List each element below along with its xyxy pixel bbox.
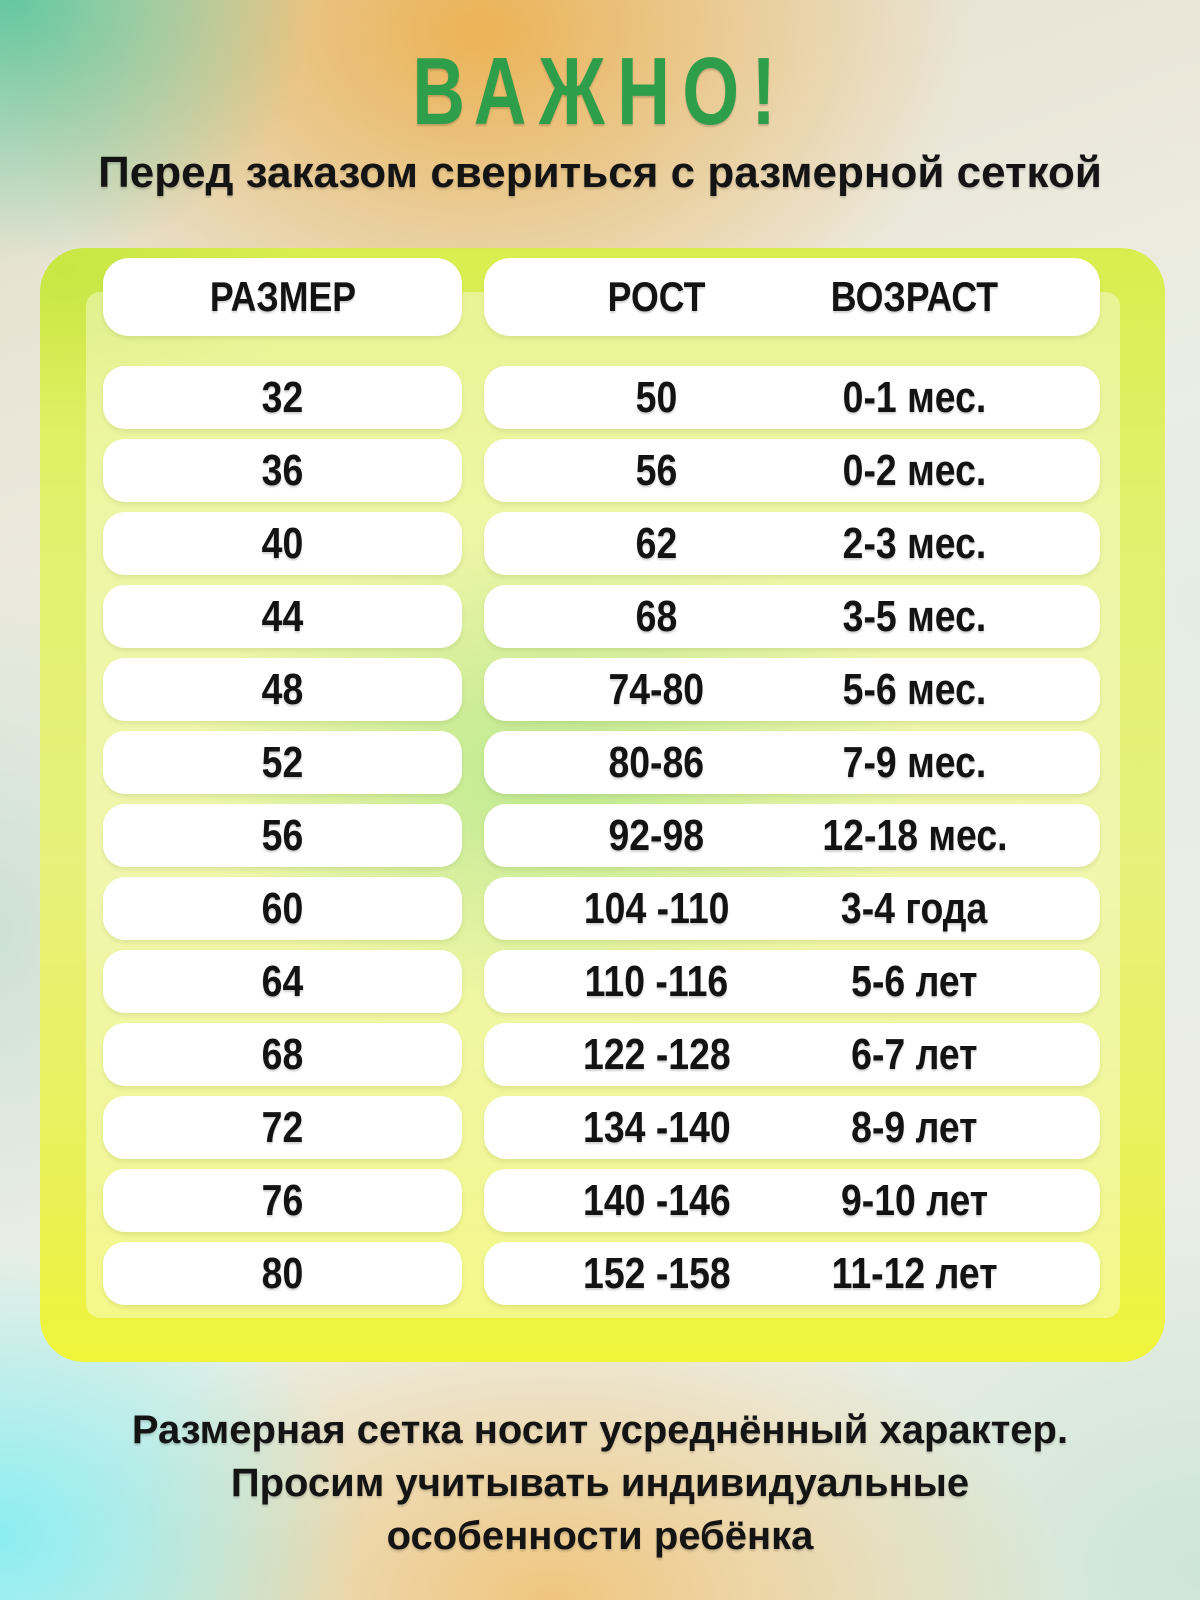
footer-note-line: Размерная сетка носит усреднённый характ… [131, 1408, 1069, 1452]
header-age-label: ВОЗРАСТ [830, 273, 999, 320]
height-age-cell: 122 -128 6-7 лет [484, 1023, 1100, 1086]
height-age-cell: 56 0-2 мес. [484, 439, 1100, 502]
subtitle: Перед заказом свериться с размерной сетк… [98, 148, 1102, 197]
footer-note-line: Просим учитывать индивидуальные [230, 1460, 970, 1505]
size-cell: 40 [103, 512, 462, 575]
age-cell-text: 3-4 года [841, 883, 988, 933]
height-age-cell: 110 -116 5-6 лет [484, 950, 1100, 1013]
size-cell-text: 36 [261, 445, 304, 495]
height-age-cell: 92-98 12-18 мес. [484, 804, 1100, 867]
size-cell: 48 [103, 658, 462, 721]
size-chart-card: РАЗМЕР РОСТ ВОЗРАСТ 32 50 0-1 мес. 36 56… [40, 248, 1165, 1362]
height-age-cell: 152 -158 11-12 лет [484, 1242, 1100, 1305]
age-cell-text: 7-9 мес. [842, 737, 987, 787]
age-cell-text: 0-2 мес. [842, 445, 987, 495]
size-cell-text: 48 [261, 664, 304, 714]
page-title: ВАЖНО! [0, 44, 1200, 140]
size-cell: 36 [103, 439, 462, 502]
height-cell-text: 92-98 [608, 810, 705, 860]
height-cell-text: 110 -116 [584, 956, 729, 1006]
size-cell-text: 60 [261, 883, 304, 933]
size-cell-text: 72 [261, 1102, 304, 1152]
height-age-cell: 50 0-1 мес. [484, 366, 1100, 429]
size-cell-text: 52 [261, 737, 304, 787]
size-cell-text: 64 [261, 956, 304, 1006]
table-row: 80 152 -158 11-12 лет [103, 1242, 1100, 1305]
size-cell-text: 76 [261, 1175, 304, 1225]
height-age-cell: 68 3-5 мес. [484, 585, 1100, 648]
height-cell-text: 62 [635, 518, 678, 568]
table-row: 44 68 3-5 мес. [103, 585, 1100, 648]
size-cell: 76 [103, 1169, 462, 1232]
size-cell-text: 80 [261, 1248, 304, 1298]
table-row: 72 134 -140 8-9 лет [103, 1096, 1100, 1159]
height-cell-text: 152 -158 [582, 1248, 731, 1298]
age-cell-text: 6-7 лет [851, 1029, 978, 1079]
footer-note: Размерная сетка носит усреднённый характ… [0, 1404, 1200, 1562]
table-body: 32 50 0-1 мес. 36 56 0-2 мес. 40 62 2-3 … [103, 366, 1100, 1305]
age-cell-text: 5-6 лет [851, 956, 978, 1006]
age-cell-text: 3-5 мес. [842, 591, 987, 641]
height-age-cell: 80-86 7-9 мес. [484, 731, 1100, 794]
size-cell: 44 [103, 585, 462, 648]
size-cell-text: 44 [261, 591, 304, 641]
size-cell-text: 32 [261, 372, 304, 422]
size-cell: 72 [103, 1096, 462, 1159]
size-cell: 60 [103, 877, 462, 940]
size-table: РАЗМЕР РОСТ ВОЗРАСТ 32 50 0-1 мес. 36 56… [103, 258, 1100, 1315]
table-row: 76 140 -146 9-10 лет [103, 1169, 1100, 1232]
table-row: 32 50 0-1 мес. [103, 366, 1100, 429]
page-title-text: ВАЖНО! [412, 38, 788, 145]
table-row: 40 62 2-3 мес. [103, 512, 1100, 575]
size-cell: 64 [103, 950, 462, 1013]
header-size-label: РАЗМЕР [209, 273, 356, 320]
size-cell-text: 56 [261, 810, 304, 860]
age-cell-text: 2-3 мес. [842, 518, 987, 568]
height-age-cell: 140 -146 9-10 лет [484, 1169, 1100, 1232]
size-cell: 32 [103, 366, 462, 429]
age-cell-text: 0-1 мес. [842, 372, 987, 422]
size-cell: 56 [103, 804, 462, 867]
age-cell-text: 9-10 лет [840, 1175, 989, 1225]
table-row: 48 74-80 5-6 мес. [103, 658, 1100, 721]
size-cell-text: 68 [261, 1029, 304, 1079]
age-cell-text: 8-9 лет [851, 1102, 978, 1152]
size-cell: 68 [103, 1023, 462, 1086]
height-cell-text: 56 [635, 445, 678, 495]
height-cell-text: 122 -128 [582, 1029, 731, 1079]
header-height-label: РОСТ [607, 273, 706, 320]
header-cell-height-age: РОСТ ВОЗРАСТ [484, 258, 1100, 336]
age-cell-text: 11-12 лет [831, 1248, 998, 1298]
table-header-row: РАЗМЕР РОСТ ВОЗРАСТ [103, 258, 1100, 336]
age-cell-text: 5-6 мес. [842, 664, 987, 714]
height-cell-text: 134 -140 [582, 1102, 731, 1152]
height-cell-text: 74-80 [608, 664, 705, 714]
height-age-cell: 62 2-3 мес. [484, 512, 1100, 575]
table-row: 52 80-86 7-9 мес. [103, 731, 1100, 794]
table-row: 56 92-98 12-18 мес. [103, 804, 1100, 867]
height-cell-text: 140 -146 [582, 1175, 731, 1225]
footer-note-line: особенности ребёнка [386, 1513, 814, 1558]
size-cell-text: 40 [261, 518, 304, 568]
age-cell-text: 12-18 мес. [821, 810, 1008, 860]
height-age-cell: 104 -110 3-4 года [484, 877, 1100, 940]
height-cell-text: 68 [635, 591, 678, 641]
table-row: 36 56 0-2 мес. [103, 439, 1100, 502]
size-cell: 52 [103, 731, 462, 794]
size-cell: 80 [103, 1242, 462, 1305]
height-cell-text: 50 [635, 372, 678, 422]
table-row: 64 110 -116 5-6 лет [103, 950, 1100, 1013]
table-row: 60 104 -110 3-4 года [103, 877, 1100, 940]
header-block: ВАЖНО! Перед заказом свериться с размерн… [0, 0, 1200, 198]
height-age-cell: 134 -140 8-9 лет [484, 1096, 1100, 1159]
table-row: 68 122 -128 6-7 лет [103, 1023, 1100, 1086]
height-cell-text: 104 -110 [583, 883, 730, 933]
height-age-cell: 74-80 5-6 мес. [484, 658, 1100, 721]
height-cell-text: 80-86 [608, 737, 705, 787]
header-cell-size: РАЗМЕР [103, 258, 462, 336]
